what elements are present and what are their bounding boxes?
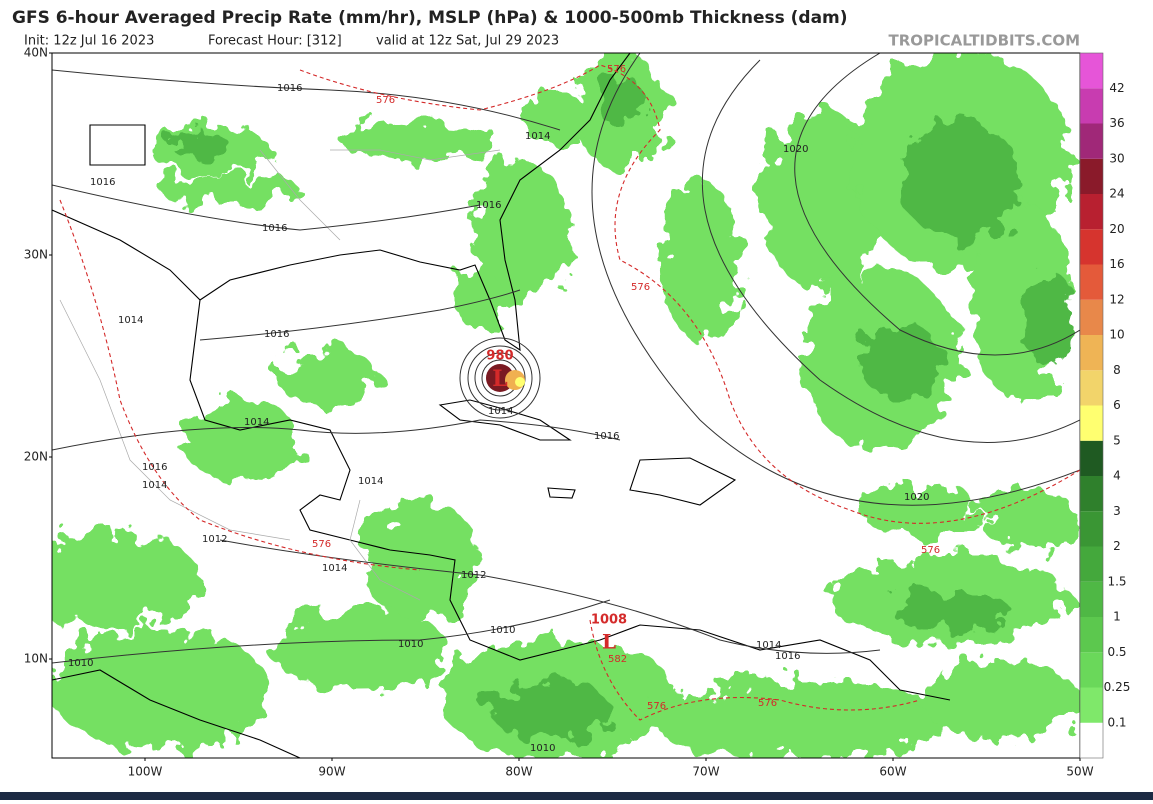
latitude-label: 20N [24,450,48,464]
thickness-label: 576 [631,282,650,293]
colorbar-segment [1080,335,1103,371]
hurricane-core [486,364,525,392]
low-pressure: 980 [486,349,513,364]
longitude-label: 90W [318,765,345,779]
isobar-label: 1016 [142,462,167,473]
longitude-label: 50W [1066,765,1093,779]
low-symbol: L [492,366,507,392]
colorbar-label: 20 [1109,222,1124,236]
isobar-label: 1014 [756,640,781,651]
isobar-label: 1020 [904,492,929,503]
colorbar-segment [1080,476,1103,512]
colorbar-segment [1080,687,1103,723]
colorbar-segment [1080,581,1103,617]
colorbar-label: 1.5 [1107,574,1126,588]
low-symbol: L [602,630,616,654]
colorbar-label: 0.25 [1104,680,1131,694]
isobar-label: 1016 [262,223,287,234]
colorbar-label: 42 [1109,81,1124,95]
init-time: Init: 12z Jul 16 2023 [24,34,154,49]
colorbar-label: 36 [1109,116,1124,130]
colorbar-segment [1080,299,1103,335]
colorbar-label: 0.1 [1107,715,1126,729]
colorbar-segment [1080,546,1103,582]
colorbar-segment [1080,617,1103,653]
colorbar-label: 10 [1109,328,1124,342]
thickness-label: 576 [647,701,666,712]
thickness-label: 576 [312,539,331,550]
borders [59,149,501,601]
colorbar-label: 30 [1109,151,1124,165]
thickness-label: 576 [376,95,395,106]
isobar-label: 1010 [68,658,93,669]
isobar-label: 1014 [488,406,513,417]
colorbar-segment [1080,511,1103,547]
isobar-label: 1014 [244,417,269,428]
colorbar-segment [1080,722,1103,758]
isobar-label: 1014 [142,480,167,491]
colorbar-label: 3 [1113,504,1121,518]
longitude-label: 60W [879,765,906,779]
colorbar-label: 24 [1109,187,1124,201]
isobar-label: 1016 [775,651,800,662]
low-pressure: 1008 [591,613,627,628]
latitude-label: 10N [24,652,48,666]
colorbar-label: 4 [1113,469,1121,483]
colorbar-segment [1080,229,1103,265]
colorbar-label: 0.5 [1107,645,1126,659]
source: TROPICALTIDBITS.COM [889,32,1081,50]
thickness-label: 576 [921,545,940,556]
isobar-label: 1010 [490,625,515,636]
forecast-hour: Forecast Hour: [312] [208,34,342,49]
isobar-label: 1020 [783,144,808,155]
colorbar-segment [1080,652,1103,688]
isobar-label: 1016 [264,329,289,340]
colorbar-label: 6 [1113,398,1121,412]
colorbar-label: 16 [1109,257,1124,271]
title: GFS 6-hour Averaged Precip Rate (mm/hr),… [12,8,848,28]
longitude-label: 100W [128,765,163,779]
isobar-label: 1014 [322,563,347,574]
colorbar-label: 8 [1113,363,1121,377]
colorbar-label: 1 [1113,610,1121,624]
isobar-label: 1014 [525,131,550,142]
isobar-label: 1014 [358,476,383,487]
latitude-label: 40N [24,46,48,60]
isobar-label: 1010 [530,743,555,754]
colorbar-segment [1080,264,1103,300]
colorbar-segment [1080,123,1103,159]
colorbar-segment [1080,88,1103,124]
isobar-label: 1012 [202,534,227,545]
thickness-label: 576 [758,698,777,709]
isobar-label: 1016 [90,177,115,188]
colorbar-segment [1080,194,1103,230]
isobar-label: 1016 [594,431,619,442]
colorbar-segment [1080,370,1103,406]
thickness-label: 576 [607,64,626,75]
colorbar-segment [1080,53,1103,89]
colorbar-segment [1080,405,1103,441]
colorbar-label: 12 [1109,292,1124,306]
map-area [52,53,1080,758]
precip-field [52,53,1080,758]
longitude-label: 80W [505,765,532,779]
thickness-label: 582 [608,654,627,665]
longitude-label: 70W [692,765,719,779]
colorbar-frame [1079,52,1104,759]
colorbar-segment [1080,158,1103,194]
latitude-label: 30N [24,248,48,262]
valid-time: valid at 12z Sat, Jul 29 2023 [376,34,559,49]
isobar-label: 1010 [398,639,423,650]
colorbar-label: 2 [1113,539,1121,553]
isobar-label: 1014 [118,315,143,326]
footer-bar [0,792,1153,800]
isobar-label: 1016 [277,83,302,94]
colorbar-segment [1080,440,1103,476]
isobar-label: 1012 [461,570,486,581]
colorbar-label: 5 [1113,433,1121,447]
isobars [52,53,1080,664]
isobar-label: 1016 [476,200,501,211]
